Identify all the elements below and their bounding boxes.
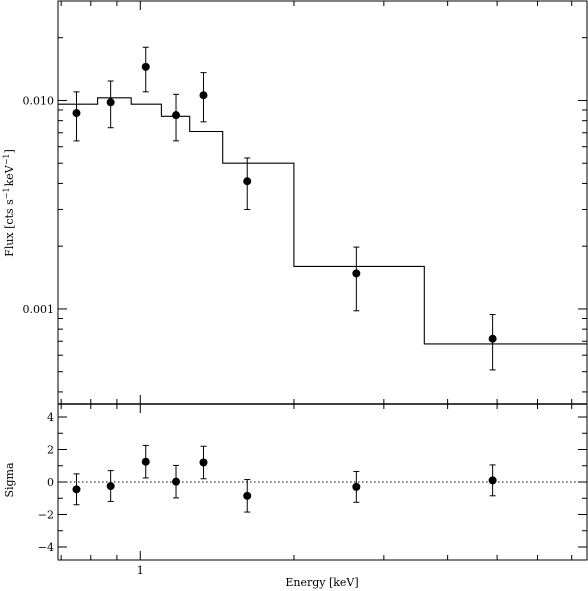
residual-point [106,482,115,491]
y-axis-title-flux: Flux [cts s−1keV−1] [2,149,16,257]
data-point [243,177,252,186]
data-point [199,91,208,100]
data-point [106,98,115,107]
data-point [352,269,361,278]
residual-point [488,476,497,485]
x-tick-label: 1 [137,564,144,577]
y-tick-label: 0 [47,476,54,489]
y-tick-label: 0.001 [23,303,55,316]
y-tick-label: 4 [47,411,54,424]
residual-point [172,477,181,486]
model-step-line [58,97,587,345]
residual-point [199,458,208,467]
y-tick-label: −2 [38,509,54,522]
data-point [141,62,150,71]
spectrum-panel: 0.001 0.010 [23,0,588,405]
residual-point [141,457,150,466]
data-point [172,111,181,120]
residual-point [243,491,252,500]
data-point [488,334,497,343]
residual-point [72,485,81,494]
y-tick-label: 0.010 [23,94,55,107]
x-axis-title-energy: Energy [keV] [285,576,358,589]
y-axis-title-sigma: Sigma [3,462,16,498]
data-point [72,109,81,118]
residual-point [352,482,361,491]
y-tick-label: 2 [47,444,54,457]
residual-panel: 1 −4 −2 0 2 4 [38,403,588,577]
y-tick-label: −4 [38,541,54,554]
